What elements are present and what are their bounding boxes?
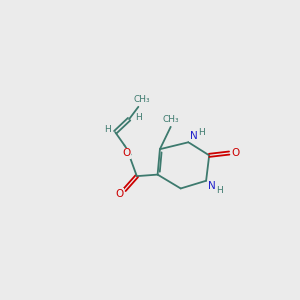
Text: CH₃: CH₃ bbox=[134, 95, 151, 104]
Text: N: N bbox=[208, 181, 215, 191]
Text: H: H bbox=[135, 113, 142, 122]
Text: N: N bbox=[190, 131, 198, 141]
Text: H: H bbox=[216, 186, 223, 195]
Text: O: O bbox=[115, 189, 123, 199]
Text: CH₃: CH₃ bbox=[162, 115, 179, 124]
Text: H: H bbox=[198, 128, 205, 137]
Text: H: H bbox=[104, 125, 111, 134]
Text: O: O bbox=[123, 148, 131, 158]
Text: O: O bbox=[231, 148, 239, 158]
